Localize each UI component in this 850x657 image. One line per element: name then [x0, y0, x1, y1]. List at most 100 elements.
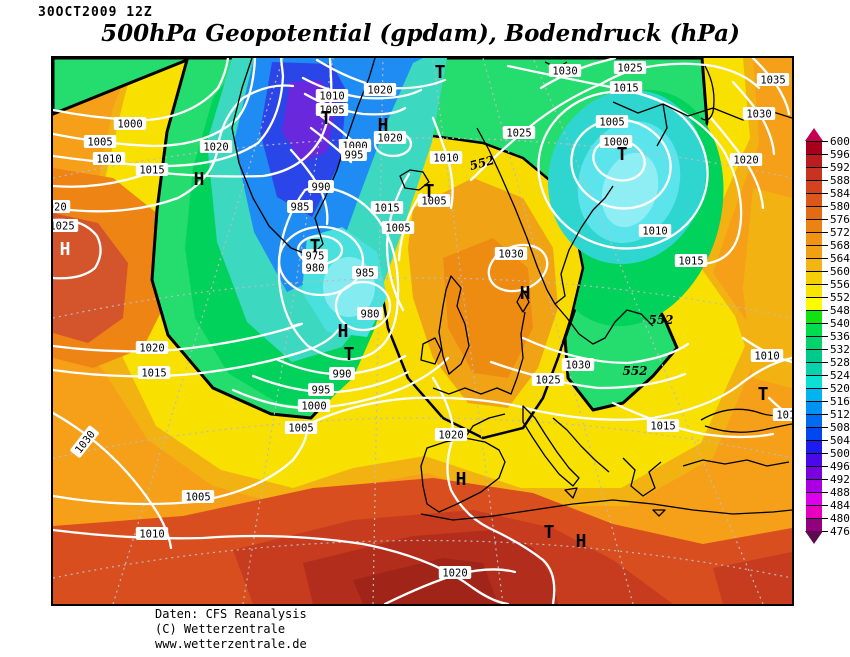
geopotential-colorbar: 600 596 592 588 584 580 576 572 568 564 560 556 552 5…	[805, 128, 850, 552]
isobar-label: 1035	[756, 73, 790, 87]
isobar-label: 1000	[599, 135, 633, 149]
isobar-label: 1020	[729, 153, 763, 167]
isobar-label: 990	[329, 367, 355, 381]
colorbar-tick	[822, 310, 828, 311]
pressure-center-low: T	[321, 108, 332, 129]
colorbar-label: 504	[830, 434, 850, 447]
isobar-label: 1020	[53, 200, 71, 214]
colorbar-cell	[806, 193, 822, 206]
svg-text:1005: 1005	[319, 105, 344, 117]
svg-text:990: 990	[312, 182, 331, 194]
isobar-label: 1025	[613, 61, 647, 75]
isobar-label: 1010	[638, 224, 672, 238]
map-labels-layer: 1000 1005 1010 1015 1020 1020 1025 1020 1010 1005…	[53, 61, 792, 580]
colorbar-tick	[822, 193, 828, 194]
colorbar-tick	[822, 453, 828, 454]
run-datetime: 30OCT2009 12Z	[38, 5, 153, 20]
colorbar-label: 484	[830, 499, 850, 512]
colorbar-cell	[806, 518, 822, 531]
colorbar-label: 528	[830, 356, 850, 369]
isobar-label: 1020	[438, 566, 472, 580]
svg-text:1010: 1010	[139, 529, 164, 541]
colorbar-bar	[806, 141, 822, 531]
colorbar-tick	[822, 466, 828, 467]
colorbar-tick	[822, 154, 828, 155]
isobar-label: 985	[287, 200, 313, 214]
isobar-label: 1025	[502, 126, 536, 140]
geopotential-label: 552	[648, 313, 673, 327]
colorbar-cell	[806, 388, 822, 401]
svg-text:1015: 1015	[141, 368, 166, 380]
geopotential-label: 552	[622, 364, 647, 378]
colorbar-label: 480	[830, 512, 850, 525]
isobar-label: 980	[357, 307, 383, 321]
svg-text:1005: 1005	[288, 423, 313, 435]
svg-text:1005: 1005	[599, 117, 624, 129]
pressure-center-low: T	[544, 522, 555, 543]
svg-text:1015: 1015	[139, 165, 164, 177]
isobar-label: 1030	[742, 107, 776, 121]
colorbar-label: 596	[830, 148, 850, 161]
colorbar-cell	[806, 401, 822, 414]
colorbar-tick	[822, 362, 828, 363]
isobar-label: 1000	[113, 117, 147, 131]
colorbar-cell	[806, 310, 822, 323]
colorbar-label: 500	[830, 447, 850, 460]
colorbar-cell	[806, 219, 822, 232]
svg-text:1025: 1025	[53, 221, 75, 233]
svg-text:1020: 1020	[139, 343, 164, 355]
colorbar-label: 496	[830, 460, 850, 473]
svg-text:1015: 1015	[613, 83, 638, 95]
colorbar-cell	[806, 336, 822, 349]
colorbar-tick	[822, 323, 828, 324]
svg-text:995: 995	[312, 385, 331, 397]
colorbar-label: 556	[830, 278, 850, 291]
isobar-label: 1020	[135, 341, 169, 355]
attribution: Daten: CFS Reanalysis (C) Wetterzentrale…	[155, 607, 307, 652]
svg-text:980: 980	[306, 263, 325, 275]
isobar-label: 1030	[494, 247, 528, 261]
geopotential-label: 552	[468, 153, 496, 173]
colorbar-tick	[822, 219, 828, 220]
isobar-label: 1000	[297, 399, 331, 413]
svg-text:1010: 1010	[642, 226, 667, 238]
isobar-label: 1020	[373, 131, 407, 145]
colorbar-cell	[806, 349, 822, 362]
isobar-label: 1015	[772, 408, 792, 422]
colorbar-cell	[806, 245, 822, 258]
colorbar-label: 488	[830, 486, 850, 499]
svg-text:1025: 1025	[535, 375, 560, 387]
colorbar-cell	[806, 362, 822, 375]
svg-text:1020: 1020	[367, 85, 392, 97]
isobar-label: 1020	[363, 83, 397, 97]
colorbar-label: 572	[830, 226, 850, 239]
colorbar-cell	[806, 232, 822, 245]
svg-text:1015: 1015	[678, 256, 703, 268]
colorbar-tick	[822, 479, 828, 480]
colorbar-tick	[822, 297, 828, 298]
svg-text:1020: 1020	[438, 430, 463, 442]
isobar-label: 1020	[434, 428, 468, 442]
pressure-center-low: T	[617, 144, 628, 165]
svg-text:1025: 1025	[617, 63, 642, 75]
colorbar-tick	[822, 180, 828, 181]
colorbar-label: 584	[830, 187, 850, 200]
colorbar-tick	[822, 336, 828, 337]
colorbar-tick	[822, 232, 828, 233]
colorbar-cell	[806, 479, 822, 492]
isobar-label: 990	[308, 180, 334, 194]
svg-text:1035: 1035	[760, 75, 785, 87]
svg-text:1000: 1000	[603, 137, 628, 149]
colorbar-tick	[822, 492, 828, 493]
colorbar-cell	[806, 206, 822, 219]
svg-text:1005: 1005	[421, 196, 446, 208]
colorbar-tick	[822, 414, 828, 415]
colorbar-cell	[806, 414, 822, 427]
isobars	[53, 58, 792, 604]
svg-text:1025: 1025	[506, 128, 531, 140]
pressure-center-low: T	[344, 344, 355, 365]
pressure-center-high: H	[60, 239, 71, 260]
copyright: (C) Wetterzentrale	[155, 622, 286, 636]
colorbar-tick	[822, 206, 828, 207]
svg-text:1015: 1015	[776, 410, 792, 422]
